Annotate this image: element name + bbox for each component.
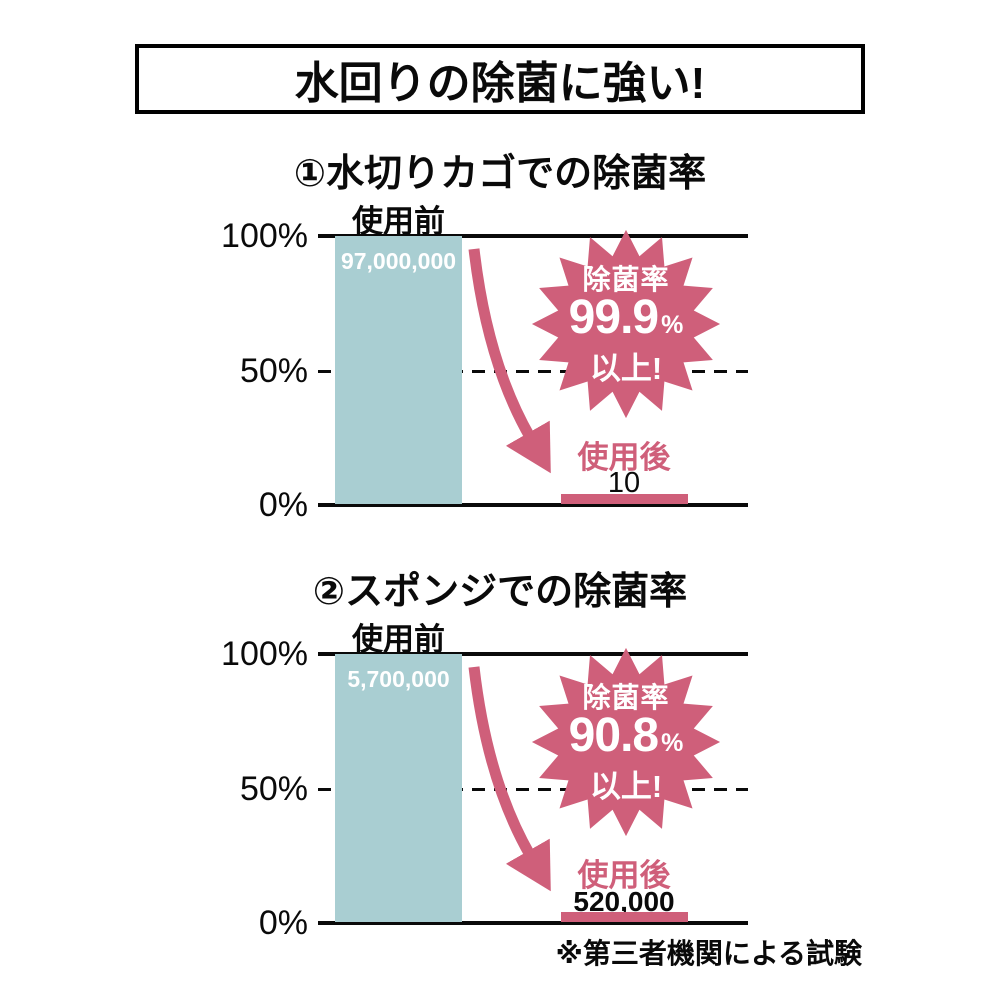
chart-title: ①水切りカゴでの除菌率 (293, 153, 707, 195)
main-title: 水回りの除菌に強い! (294, 59, 706, 108)
decrease-arrow-icon (468, 666, 551, 892)
gridline-50-dashed (318, 788, 748, 791)
after-use-value: 520,000 (573, 886, 675, 917)
badge-label: 除菌率 (582, 681, 670, 713)
badge-suffix: 以上! (589, 350, 663, 386)
after-use-label: 使用後 (577, 440, 671, 475)
badge-number: 90.8 (568, 708, 659, 762)
chart-drainer-basket: ①水切りカゴでの除菌率 100% 50% 0% 使用前 97,000,000 除… (0, 142, 1000, 538)
gridline-50-dashed (318, 370, 748, 373)
before-use-bar: 97,000,000 (335, 236, 462, 504)
chart-sponge: ②スポンジでの除菌率 100% 50% 0% 使用前 5,700,000 除菌率 (0, 560, 1000, 956)
gridline-0-baseline (318, 503, 748, 507)
starburst-icon (531, 647, 721, 837)
after-use-bar (561, 912, 688, 922)
ytick-50: 50% (239, 770, 308, 808)
footnote: ※第三者機関による試験 (555, 938, 862, 969)
rate-badge-starburst: 除菌率 90.8% 以上! (530, 646, 722, 838)
badge-number: 99.9 (568, 290, 659, 344)
ytick-100: 100% (221, 217, 308, 255)
chart-title: ②スポンジでの除菌率 (312, 571, 688, 613)
ytick-0: 0% (258, 904, 308, 942)
after-use-value: 10 (607, 467, 641, 499)
badge-suffix: 以上! (589, 768, 663, 804)
rate-badge-starburst: 除菌率 99.9% 以上! (530, 228, 722, 420)
badge-unit: % (661, 310, 684, 339)
gridline-100 (318, 652, 748, 656)
before-use-label: 使用前 (352, 204, 445, 239)
decrease-arrow-icon (468, 248, 551, 474)
before-use-value: 97,000,000 (340, 248, 457, 274)
ytick-50: 50% (239, 352, 308, 390)
after-use-bar (561, 494, 688, 504)
ytick-0: 0% (258, 486, 308, 524)
before-use-value: 5,700,000 (347, 666, 450, 692)
main-title-box: 水回りの除菌に強い! (135, 44, 865, 114)
before-use-bar: 5,700,000 (335, 654, 462, 922)
ytick-100: 100% (221, 635, 308, 673)
gridline-100 (318, 234, 748, 238)
badge-label: 除菌率 (582, 263, 670, 295)
starburst-icon (531, 229, 721, 419)
before-use-label: 使用前 (352, 622, 445, 657)
gridline-0-baseline (318, 921, 748, 925)
after-use-label: 使用後 (577, 858, 671, 893)
badge-unit: % (661, 728, 684, 757)
